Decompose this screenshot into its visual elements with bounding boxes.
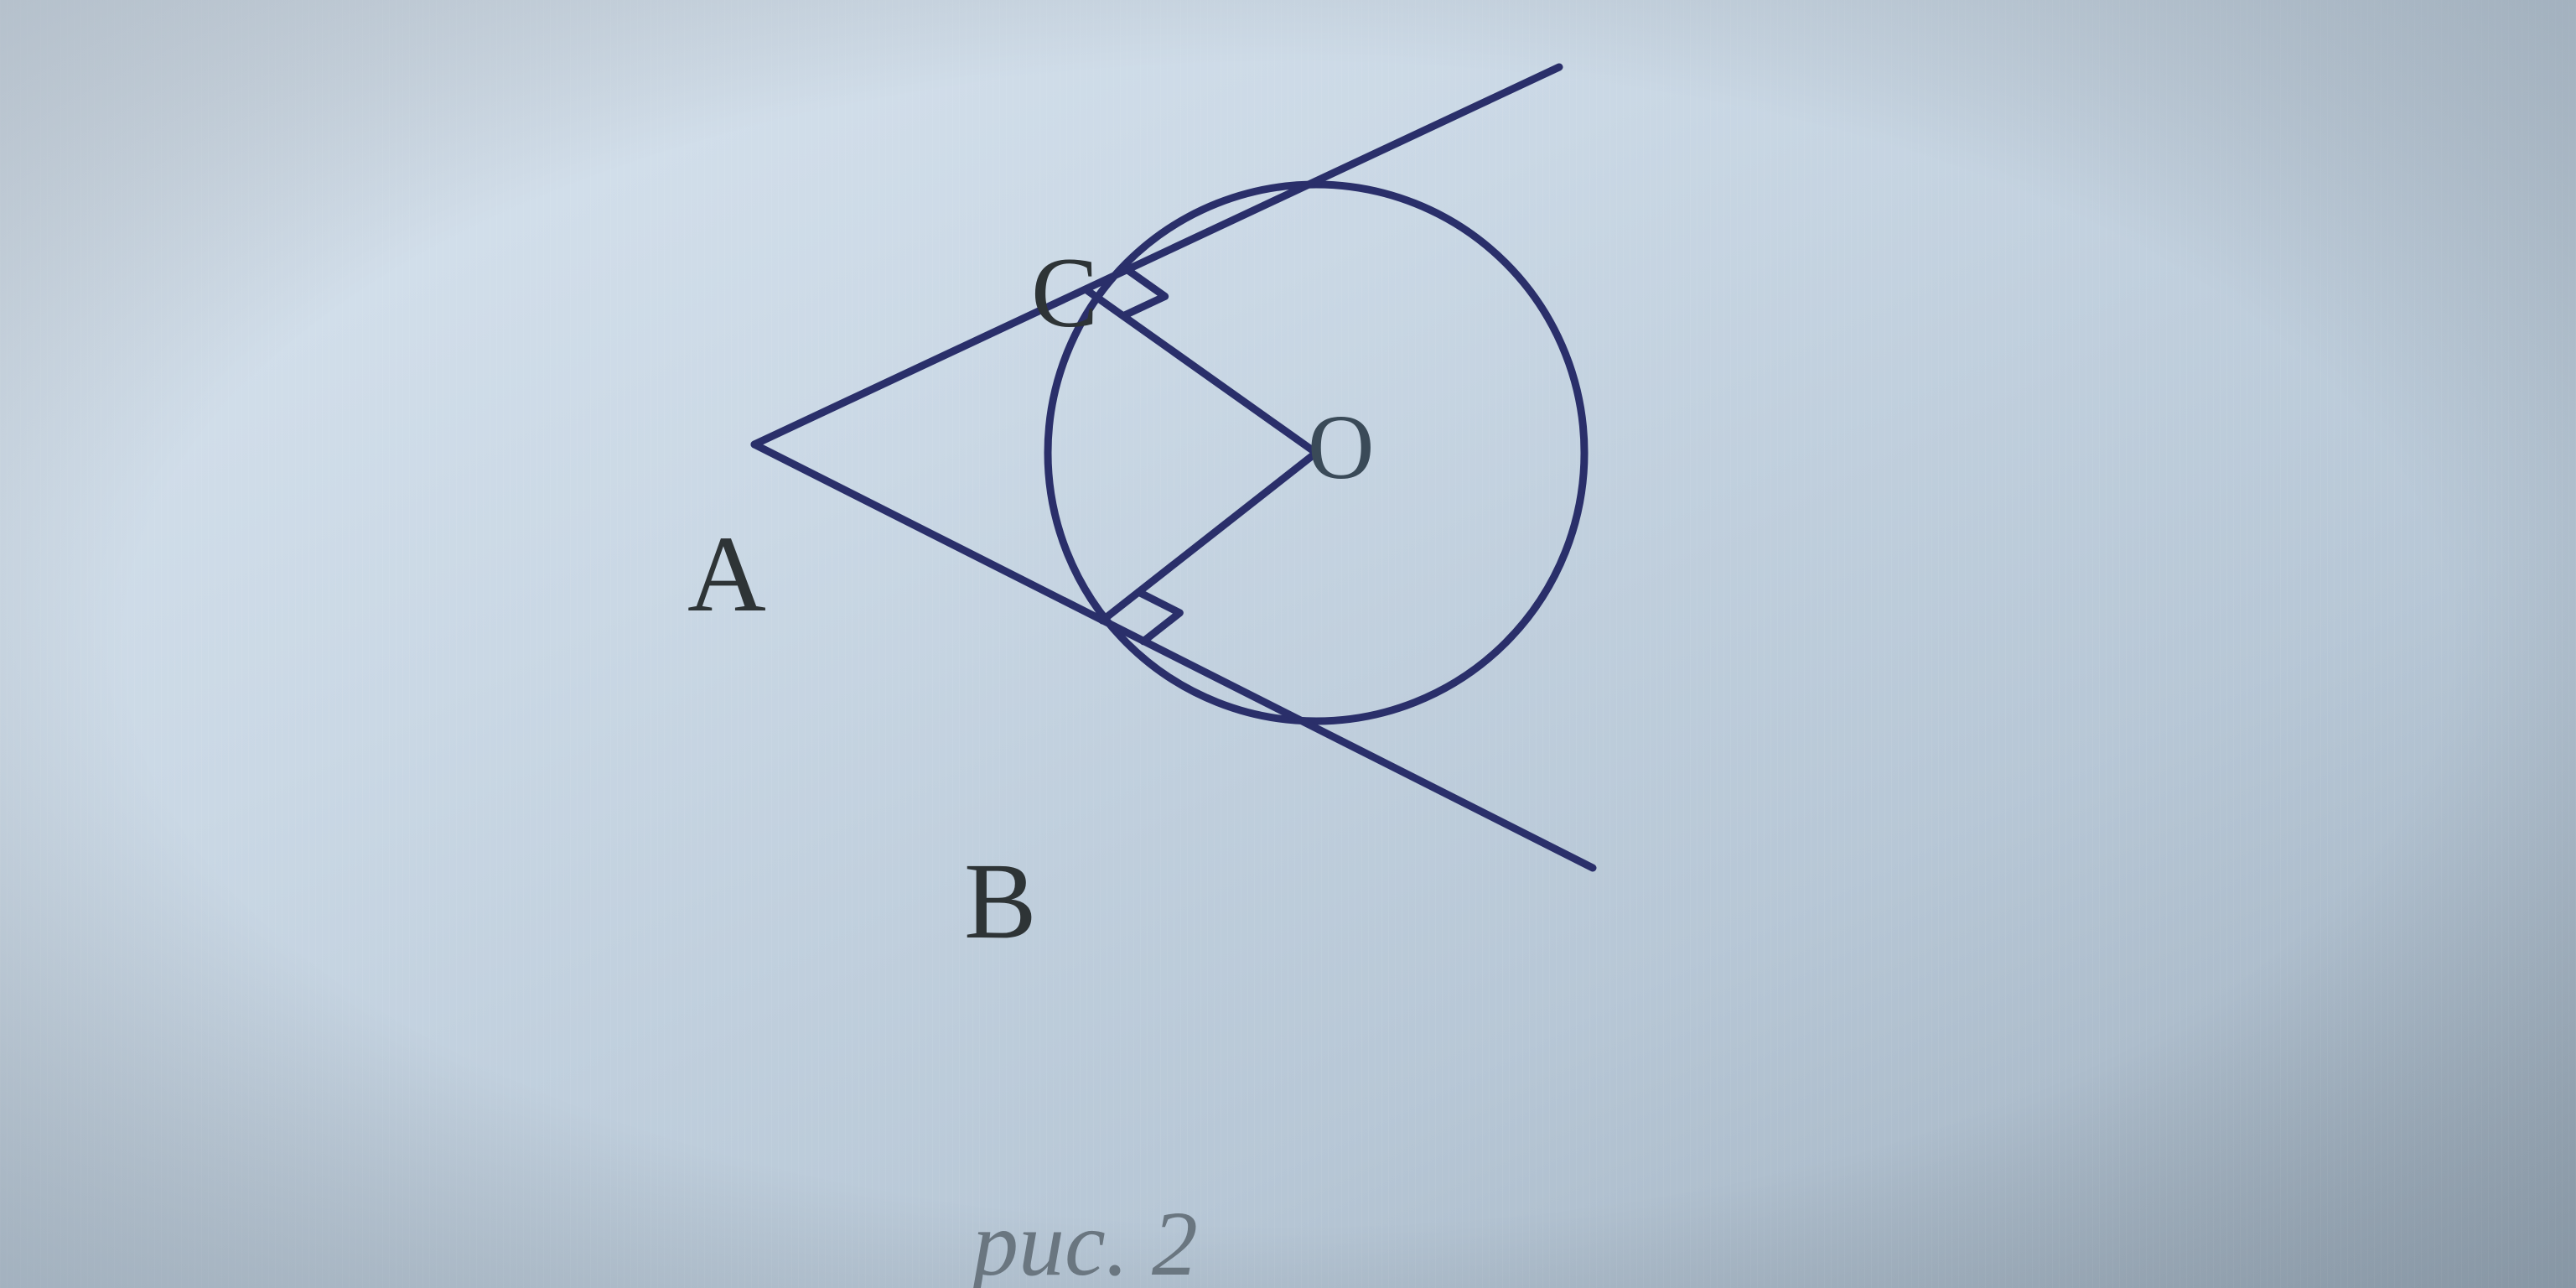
- label-B: B: [964, 839, 1037, 964]
- label-C: C: [1031, 235, 1098, 351]
- right-angle-mark: [1138, 592, 1179, 641]
- label-O: O: [1308, 394, 1374, 501]
- radius-OB: [1102, 453, 1316, 621]
- right-angle-mark: [1123, 270, 1165, 316]
- tangent-AB: [754, 444, 1593, 868]
- diagram-stage: A B C O рис. 2: [0, 0, 2576, 1288]
- label-A: A: [687, 512, 766, 637]
- geometry-figure: [0, 0, 2576, 1288]
- figure-caption: рис. 2: [972, 1191, 1198, 1288]
- tangent-AC: [754, 67, 1559, 444]
